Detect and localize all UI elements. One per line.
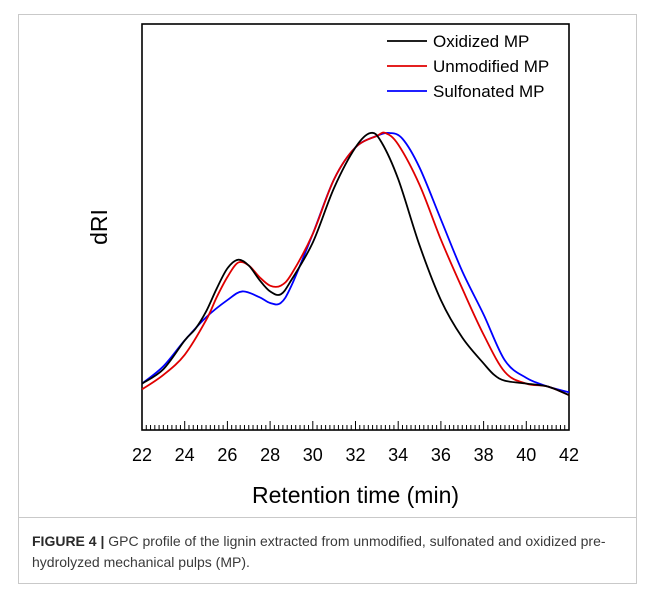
series-line-sulfonated-mp (141, 131, 570, 394)
figure-label: FIGURE 4 | (32, 533, 105, 549)
y-axis-label: dRI (86, 209, 112, 245)
figure-frame (18, 14, 637, 584)
legend-entry-label: Unmodified MP (433, 57, 549, 76)
x-tick-label: 24 (175, 445, 195, 465)
x-tick-label: 22 (132, 445, 152, 465)
gpc-chart: 22 24 26 28 30 32 34 36 38 40 42 Oxidized MP Unmodi… (86, 23, 579, 508)
x-axis-ticks (141, 421, 570, 430)
series-line-oxidized-mp (141, 131, 570, 396)
caption-divider (18, 517, 637, 518)
x-axis-tick-labels: 22 24 26 28 30 32 34 36 38 40 42 (132, 445, 579, 465)
legend: Oxidized MP Unmodified MP Sulfonated MP (387, 32, 549, 101)
x-tick-label: 40 (516, 445, 536, 465)
x-tick-label: 26 (217, 445, 237, 465)
x-tick-label: 30 (303, 445, 323, 465)
series-lines (141, 131, 570, 396)
series-line-unmodified-mp (141, 131, 570, 396)
x-tick-label: 32 (345, 445, 365, 465)
x-tick-label: 38 (474, 445, 494, 465)
legend-entry-label: Oxidized MP (433, 32, 529, 51)
x-tick-label: 34 (388, 445, 408, 465)
x-tick-label: 28 (260, 445, 280, 465)
caption-text: GPC profile of the lignin extracted from… (32, 533, 606, 570)
figure-caption: FIGURE 4 | GPC profile of the lignin ext… (32, 531, 622, 573)
x-axis-label: Retention time (min) (252, 482, 459, 508)
x-tick-label: 36 (431, 445, 451, 465)
x-tick-label: 42 (559, 445, 579, 465)
legend-entry-label: Sulfonated MP (433, 82, 545, 101)
